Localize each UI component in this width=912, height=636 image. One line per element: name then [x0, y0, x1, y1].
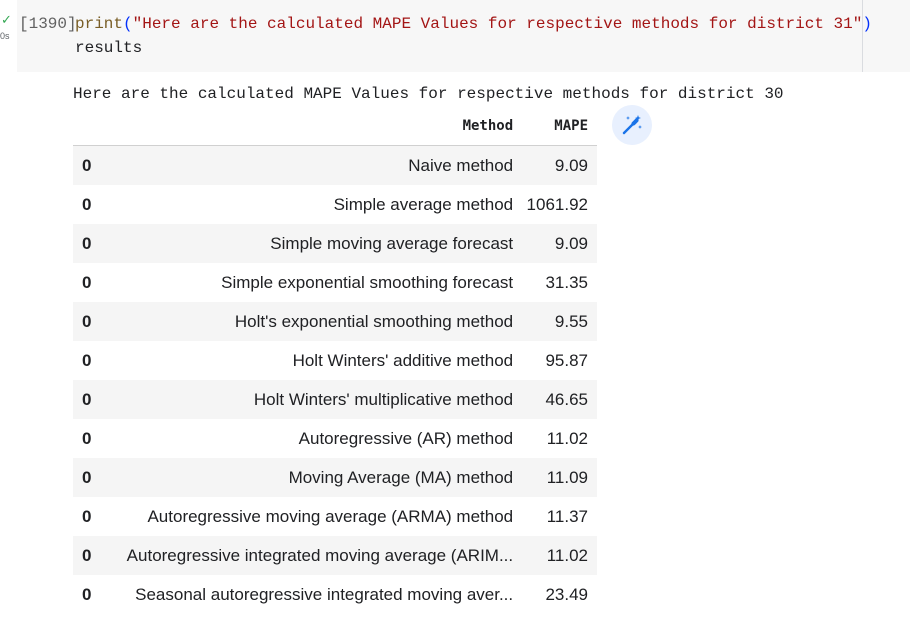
code-editor[interactable]: [1390] print("Here are the calculated MA…	[17, 0, 910, 72]
cell-gutter[interactable]: ✓ 0s	[0, 0, 18, 72]
row-method: Moving Average (MA) method	[102, 458, 523, 497]
row-index: 0	[73, 302, 102, 341]
row-method: Holt's exponential smoothing method	[102, 302, 523, 341]
row-method: Simple moving average forecast	[102, 224, 523, 263]
row-method: Autoregressive integrated moving average…	[102, 536, 523, 575]
table-row: 0 Simple moving average forecast 9.09	[73, 224, 597, 263]
column-header-mape: MAPE	[522, 106, 597, 146]
editor-scroll-edge	[862, 0, 863, 72]
table-row: 0 Holt's exponential smoothing method 9.…	[73, 302, 597, 341]
code-line-1: print("Here are the calculated MAPE Valu…	[75, 15, 872, 33]
column-header-method: Method	[102, 106, 523, 146]
row-mape: 11.02	[546, 428, 588, 448]
row-method: Autoregressive (AR) method	[298, 428, 514, 448]
table-row: 0 Autoregressive (AR) method 11.02	[73, 419, 597, 458]
row-index: 0	[82, 506, 92, 526]
row-mape: 11.09	[522, 458, 597, 497]
row-index: 0	[73, 458, 102, 497]
table-row: 0 Holt Winters' multiplicative method 46…	[73, 380, 597, 419]
row-method: Seasonal autoregressive integrated movin…	[135, 584, 514, 604]
row-method: Naive method	[102, 145, 523, 185]
table-row: 0 Autoregressive moving average (ARMA) m…	[73, 497, 597, 536]
table-row: 0 Simple average method 1061.92	[73, 185, 597, 224]
table-row: 0 Seasonal autoregressive integrated mov…	[73, 575, 597, 614]
execution-count: [1390]	[19, 15, 77, 33]
row-method: Autoregressive moving average (ARMA) met…	[147, 506, 514, 526]
row-index: 0	[73, 536, 102, 575]
table-header-row: Method MAPE	[73, 106, 597, 146]
table-row: 0 Moving Average (MA) method 11.09	[73, 458, 597, 497]
code-line-2: results	[75, 39, 143, 57]
row-index: 0	[82, 584, 92, 604]
row-method: Holt Winters' multiplicative method	[102, 380, 523, 419]
row-method: Holt Winters' additive method	[292, 350, 514, 370]
row-mape: 11.02	[522, 536, 597, 575]
code-open-paren: (	[123, 15, 133, 33]
row-mape: 9.55	[522, 302, 597, 341]
code-function: print	[75, 15, 124, 33]
table-row: 0 Holt Winters' additive method 95.87	[73, 341, 597, 380]
row-mape: 11.37	[546, 506, 588, 526]
code-text[interactable]: print("Here are the calculated MAPE Valu…	[75, 12, 872, 60]
row-mape: 95.87	[545, 350, 588, 370]
row-index: 0	[82, 272, 92, 292]
suggest-charts-button[interactable]	[612, 105, 652, 145]
row-mape: 46.65	[522, 380, 597, 419]
row-method: Simple exponential smoothing forecast	[221, 272, 514, 292]
execution-success-icon: ✓	[1, 13, 12, 28]
row-index: 0	[73, 380, 102, 419]
code-string: "Here are the calculated MAPE Values for…	[132, 15, 863, 33]
row-index: 0	[82, 428, 92, 448]
execution-time: 0s	[0, 31, 10, 41]
table-row: 0 Simple exponential smoothing forecast …	[73, 263, 597, 302]
row-mape: 9.09	[522, 145, 597, 185]
row-mape: 1061.92	[526, 194, 588, 214]
row-method: Simple average method	[333, 194, 514, 214]
row-mape: 31.35	[545, 272, 588, 292]
row-index: 0	[73, 224, 102, 263]
table-row: 0 Naive method 9.09	[73, 145, 597, 185]
dataframe-table: Method MAPE 0 Naive method 9.09 0 Simple…	[73, 106, 597, 614]
code-close-paren: )	[862, 15, 872, 33]
table-row: 0 Autoregressive integrated moving avera…	[73, 536, 597, 575]
row-index: 0	[73, 145, 102, 185]
row-index: 0	[82, 350, 92, 370]
row-mape: 9.09	[522, 224, 597, 263]
output-print: Here are the calculated MAPE Values for …	[73, 85, 784, 103]
magic-wand-icon	[622, 115, 642, 135]
row-mape: 23.49	[545, 584, 588, 604]
row-index: 0	[82, 194, 92, 214]
column-header-index	[73, 106, 102, 146]
